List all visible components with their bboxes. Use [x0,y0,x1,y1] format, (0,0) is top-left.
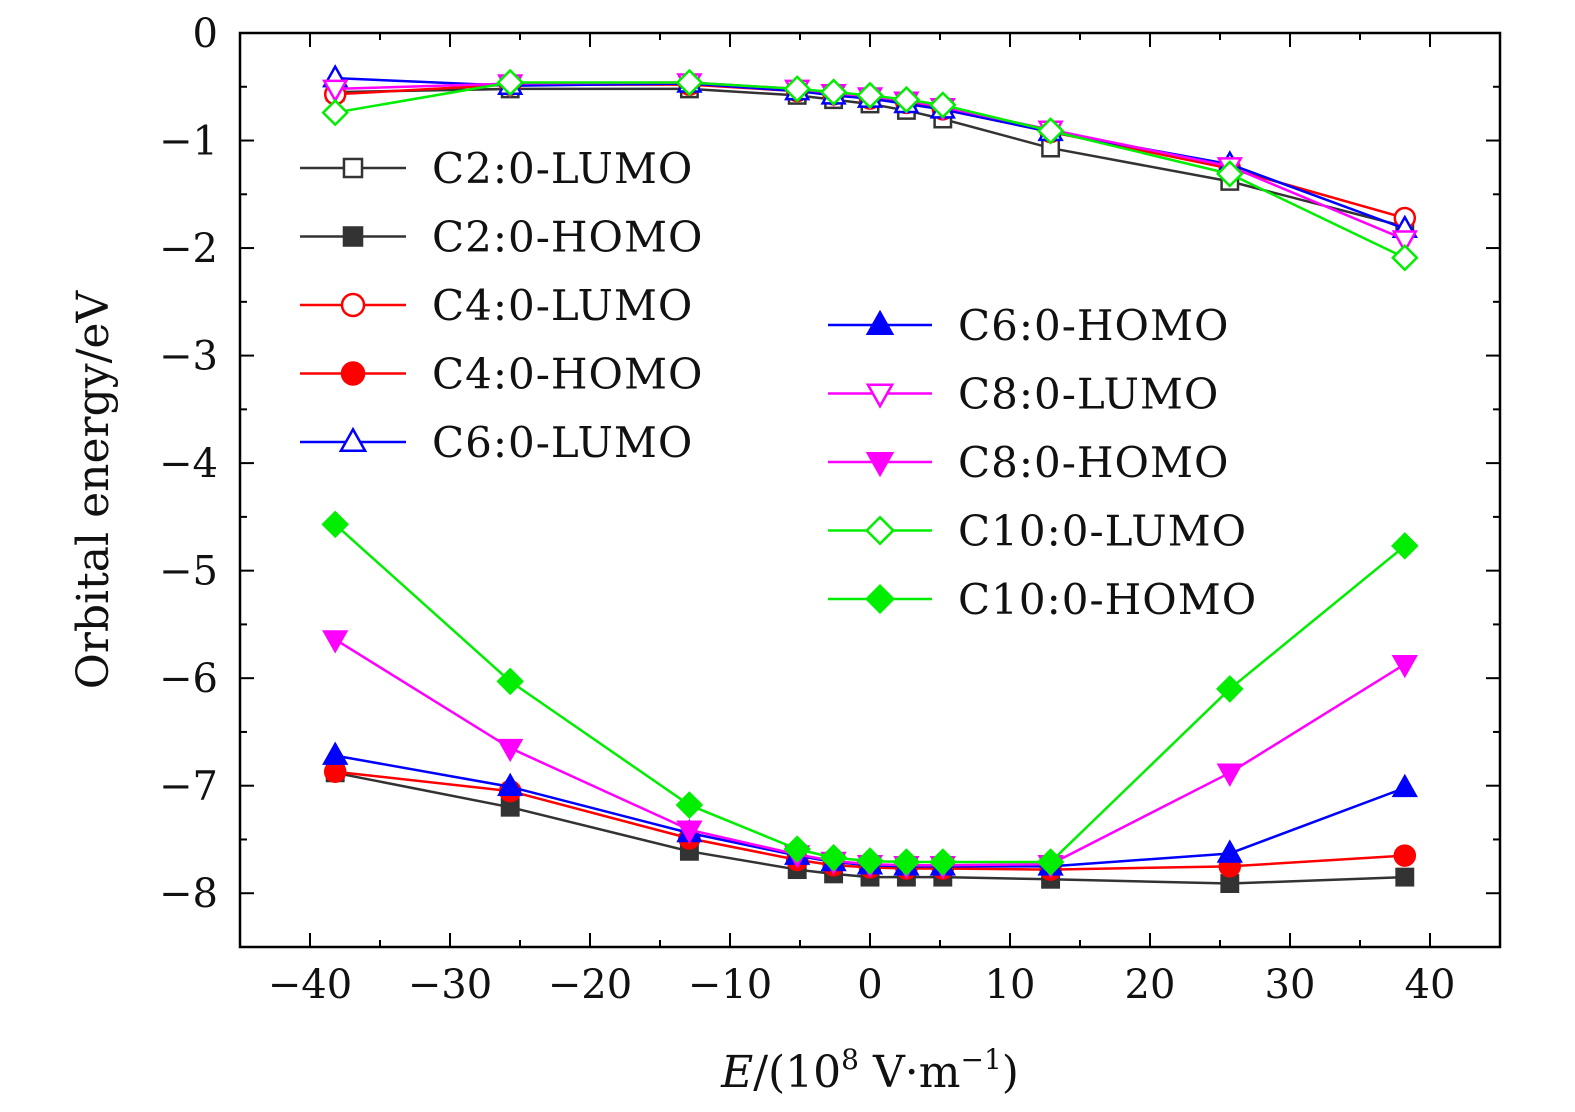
legend-item: C4:0-LUMO [300,281,693,330]
legend-item: C8:0-LUMO [828,370,1219,419]
data-point [496,667,524,696]
legend-item: C10:0-LUMO [828,507,1247,556]
x-tick-label: −20 [548,962,632,1008]
legend-marker [865,515,895,546]
data-point [856,847,884,875]
x-tick-label: −40 [268,962,352,1008]
legend-label: C4:0-LUMO [432,281,693,330]
series-c10-0-homo [321,510,1419,876]
y-tick-label: −7 [159,764,218,810]
data-point [497,738,524,763]
data-point [496,68,524,97]
legend-item: C6:0-LUMO [300,418,693,467]
series-c10-0-lumo [321,68,1419,272]
data-point [1216,839,1243,863]
legend-item: C2:0-LUMO [300,144,693,193]
legend-marker [340,361,366,386]
legend-marker [865,451,895,478]
data-point [321,510,349,539]
legend-marker [338,426,368,453]
axes: −40 −30 −20 −10 0 10 20 30 40 0 −1 −2 −3 −4 −5 −6 −7 −8 [159,11,1502,1008]
x-tick-label: 40 [1405,962,1456,1008]
series-line [334,638,1406,867]
legend-label: C6:0-HOMO [958,301,1229,350]
legend-label: C8:0-HOMO [958,438,1229,487]
data-point [1391,654,1418,679]
legend-label: C2:0-HOMO [432,213,703,262]
legend-item: C8:0-HOMO [828,438,1229,487]
data-point [819,78,848,106]
y-tick-label: −3 [159,334,218,380]
legend-marker [342,226,364,247]
data-point [322,741,349,765]
data-point [783,75,811,103]
data-point [676,820,703,844]
legend-label: C2:0-LUMO [432,144,693,193]
y-axis-label: Orbital energy/eV [68,290,119,690]
y-tick-label: 0 [193,11,218,57]
legend-label: C4:0-HOMO [432,350,703,399]
data-point [322,630,349,654]
series-c8-0-homo [322,630,1418,880]
data-point [675,791,704,819]
y-tick-label: −6 [159,656,218,702]
legend-item: C6:0-HOMO [828,301,1229,350]
data-point [1395,867,1415,887]
x-axis-label: E/(108 V·m−1) [720,1043,1019,1098]
x-tick-label: −10 [688,962,772,1008]
data-point [819,843,848,872]
data-point [892,85,921,114]
legend-label: C6:0-LUMO [432,418,693,467]
y-tick-label: −4 [159,441,218,487]
data-point [1216,675,1244,703]
legend-label: C10:0-HOMO [958,575,1257,624]
data-point [675,68,704,97]
data-point [856,81,884,110]
y-tick-label: −8 [159,871,218,917]
legend-marker [865,309,895,336]
legend-item: C2:0-HOMO [300,213,703,262]
x-tick-label: −30 [408,962,492,1008]
legend-label: C10:0-LUMO [958,507,1247,556]
data-point [929,848,957,876]
data-point [929,91,957,119]
legend-marker [865,584,895,614]
data-point [1393,844,1417,867]
data-point [497,772,524,797]
data-point [1216,763,1243,787]
x-tick-label: 10 [985,962,1036,1008]
x-tick-label: 30 [1265,962,1316,1008]
data-point [1220,874,1240,894]
x-tick-label: 0 [857,962,882,1008]
plot-frame [238,31,1502,949]
legend-marker [340,292,366,318]
y-tick-label: −2 [159,226,218,272]
plot-area [321,64,1419,894]
x-tick-label: 20 [1125,962,1176,1008]
data-point [1391,230,1418,254]
data-point [1036,848,1065,876]
data-point [1216,160,1244,188]
legend-item: C10:0-HOMO [828,575,1257,624]
y-tick-label: −1 [159,119,218,165]
data-point [1391,532,1419,560]
legend-label: C8:0-LUMO [958,370,1219,419]
data-point [321,98,349,127]
data-point [1036,117,1065,145]
data-point [1391,243,1419,272]
data-point [322,79,349,103]
legend-marker [342,157,364,179]
legend-item: C4:0-HOMO [300,350,703,399]
data-point [1391,773,1418,798]
data-point [892,848,921,876]
legend: C2:0-LUMO C2:0-HOMO C4:0-LUMO C4:0-HOMO C6:0… [300,144,1257,624]
y-tick-label: −5 [159,549,218,595]
data-point [783,835,811,863]
legend-marker [865,383,895,409]
